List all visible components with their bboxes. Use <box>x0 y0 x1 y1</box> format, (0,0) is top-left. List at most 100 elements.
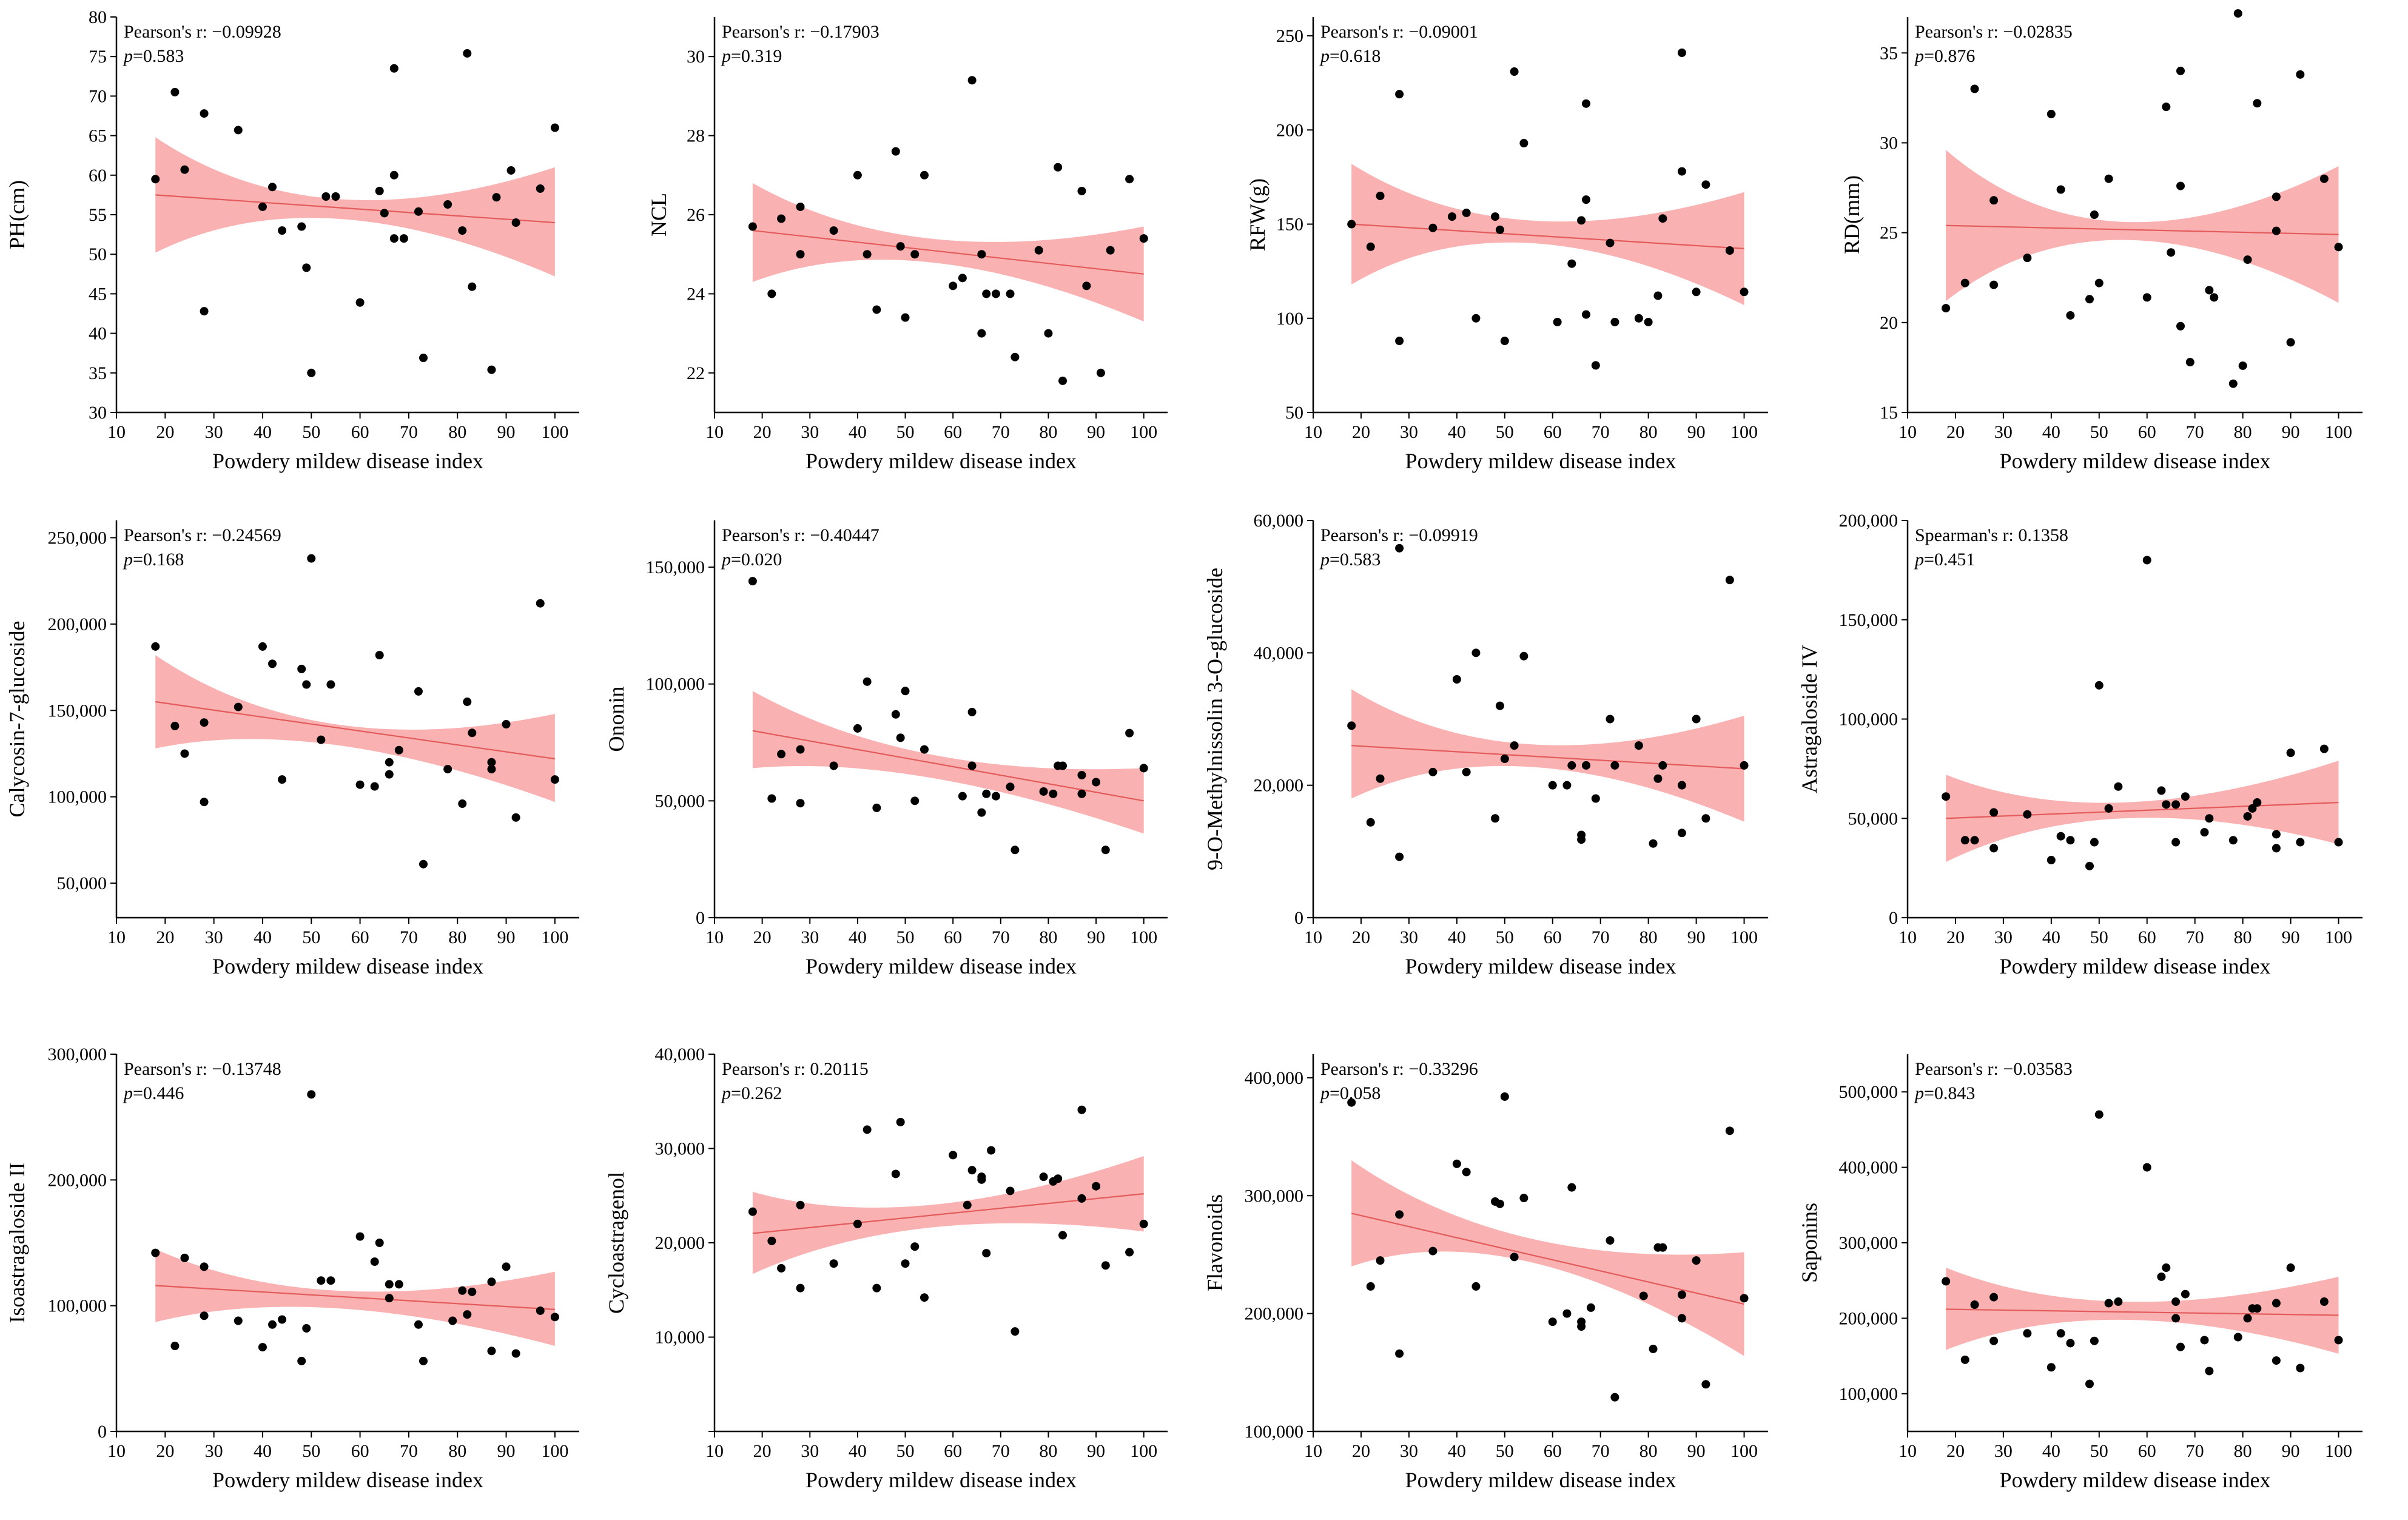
data-point <box>268 183 277 192</box>
chart-panel-11: 10 20 30 40 50 60 70 80 90 100 100,000 200,000 300,0… <box>1203 1054 1768 1492</box>
data-point <box>180 749 189 758</box>
data-point <box>2296 1364 2305 1373</box>
data-point <box>853 1219 862 1228</box>
data-point <box>1495 225 1504 234</box>
x-axis-title: Powdery mildew disease index <box>2000 1468 2271 1492</box>
data-point <box>2094 278 2104 288</box>
y-axis-title: Astragaloside IV <box>1797 645 1821 793</box>
data-point <box>1740 288 1749 297</box>
y-tick-label: 100,000 <box>1839 710 1898 730</box>
data-point <box>1989 196 1999 205</box>
data-point <box>443 765 452 774</box>
stat-p-value: p=0.168 <box>123 550 184 570</box>
data-point <box>389 64 399 73</box>
data-point <box>389 234 399 243</box>
stat-name: Pearson's r: <box>722 1059 810 1079</box>
data-point <box>796 202 805 211</box>
x-tick-label: 90 <box>497 422 516 442</box>
x-tick-label: 60 <box>351 1441 369 1461</box>
data-point <box>1077 186 1086 195</box>
data-point <box>977 1175 986 1184</box>
y-tick-label: 55 <box>89 205 107 225</box>
stat-name: Pearson's r: <box>124 525 212 545</box>
x-tick-label: 40 <box>849 927 867 947</box>
data-point <box>458 226 467 235</box>
confidence-band <box>1946 150 2339 303</box>
x-tick-label: 50 <box>2090 1441 2108 1461</box>
x-tick-label: 100 <box>1130 927 1157 947</box>
regression-line <box>752 229 1144 275</box>
data-point <box>1567 259 1576 268</box>
x-tick-label: 30 <box>1400 927 1418 947</box>
x-tick-label: 80 <box>2234 1441 2252 1461</box>
x-tick-label: 10 <box>107 1441 126 1461</box>
data-point <box>2162 103 2171 112</box>
x-tick-label: 100 <box>2325 422 2352 442</box>
data-point <box>1034 246 1043 255</box>
regression-line <box>1946 801 2339 819</box>
data-point <box>2181 792 2190 801</box>
chart-panel-10: 10 20 30 40 50 60 70 80 90 100 10,000 20,000 30,000 4… <box>604 1044 1168 1492</box>
x-tick-label: 10 <box>1898 1441 1917 1461</box>
data-point <box>1960 1355 1969 1364</box>
regression-line <box>752 730 1144 802</box>
data-point <box>2066 311 2075 320</box>
data-point <box>1376 191 1385 200</box>
data-point <box>982 789 991 798</box>
data-point <box>307 554 316 563</box>
data-point <box>380 209 389 218</box>
data-point <box>1077 1105 1086 1114</box>
data-point <box>200 1262 209 1271</box>
x-tick-label: 60 <box>2138 422 2156 442</box>
x-tick-label: 10 <box>1304 927 1322 947</box>
y-tick-label: 500,000 <box>1839 1082 1898 1102</box>
data-point <box>414 207 423 216</box>
p-number: =0.319 <box>731 46 782 66</box>
data-point <box>278 226 287 235</box>
x-tick-label: 30 <box>205 927 223 947</box>
data-point <box>2066 1339 2075 1348</box>
data-point <box>1125 175 1134 184</box>
data-point <box>901 313 910 322</box>
data-point <box>1491 814 1499 823</box>
data-point <box>463 698 472 707</box>
data-point <box>419 859 428 869</box>
x-tick-label: 40 <box>2042 1441 2060 1461</box>
y-tick-label: 35 <box>89 363 107 383</box>
y-tick-label: 150,000 <box>1839 610 1898 630</box>
x-tick-label: 20 <box>1946 1441 1965 1461</box>
data-point <box>1395 1210 1404 1219</box>
data-point <box>326 1276 335 1285</box>
data-point <box>1942 792 1951 801</box>
x-axis-title: Powdery mildew disease index <box>805 1468 1077 1492</box>
data-point <box>1677 1290 1686 1299</box>
data-point <box>151 175 160 184</box>
data-point <box>2243 1314 2252 1323</box>
data-point <box>317 735 326 744</box>
data-point <box>767 289 776 298</box>
data-point <box>268 659 277 668</box>
data-point <box>1677 781 1686 790</box>
data-point <box>1366 1282 1375 1291</box>
y-tick-label: 65 <box>89 126 107 146</box>
data-point <box>2142 1163 2151 1172</box>
data-point <box>234 702 243 711</box>
data-point <box>468 1287 477 1296</box>
data-point <box>1562 781 1572 790</box>
data-point <box>1740 761 1749 770</box>
y-tick-label: 50,000 <box>57 873 107 893</box>
data-point <box>1428 767 1438 776</box>
chart-panel-8: 10 20 30 40 50 60 70 80 90 100 0 50,000 100,000 150,0… <box>1797 511 2363 978</box>
confidence-band <box>1946 1268 2339 1354</box>
chart-panel-5: 10 20 30 40 50 60 70 80 90 100 50,000 100,000 150,00… <box>5 520 579 978</box>
x-tick-label: 60 <box>944 422 962 442</box>
data-point <box>458 1286 467 1295</box>
data-point <box>982 1249 991 1258</box>
data-point <box>777 214 786 223</box>
data-point <box>2046 110 2056 119</box>
x-tick-label: 20 <box>1946 927 1965 947</box>
data-point <box>891 1169 900 1179</box>
x-tick-label: 70 <box>992 422 1010 442</box>
y-tick-label: 0 <box>696 908 705 928</box>
data-point <box>1692 1256 1701 1265</box>
